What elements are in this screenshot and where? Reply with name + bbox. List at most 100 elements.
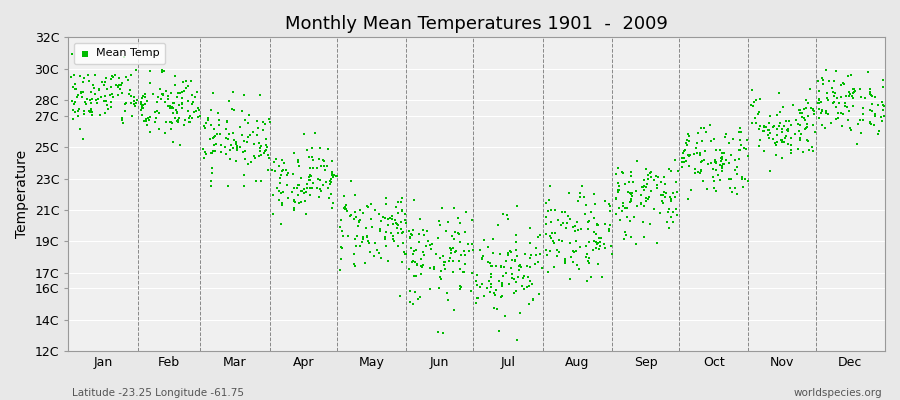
Mean Temp [532,291,546,297]
Mean Temp [757,148,771,154]
Mean Temp [630,158,644,164]
Mean Temp [721,140,735,146]
Mean Temp [863,107,878,113]
Mean Temp [73,72,87,79]
Mean Temp [626,179,640,185]
Mean Temp [662,206,676,212]
Mean Temp [104,104,119,110]
Mean Temp [75,94,89,100]
Mean Temp [436,262,451,268]
Mean Temp [620,189,634,196]
Mean Temp [114,115,129,122]
Mean Temp [266,192,280,198]
Mean Temp [690,140,705,146]
Mean Temp [104,84,118,90]
Mean Temp [448,248,463,254]
Mean Temp [103,92,117,98]
Mean Temp [154,96,168,102]
Mean Temp [871,131,886,137]
Mean Temp [254,152,268,158]
Mean Temp [149,114,164,121]
Mean Temp [434,276,448,282]
Mean Temp [259,146,274,153]
Mean Temp [100,86,114,92]
Mean Temp [446,258,460,264]
Mean Temp [495,282,509,288]
Mean Temp [403,235,418,241]
Mean Temp [837,81,851,87]
Mean Temp [454,283,468,290]
Mean Temp [762,134,777,141]
Mean Temp [306,157,320,164]
Mean Temp [143,68,157,74]
Mean Temp [272,188,286,194]
Mean Temp [721,176,735,182]
Mean Temp [482,278,496,284]
Mean Temp [395,208,410,214]
Mean Temp [814,99,828,105]
Mean Temp [80,96,94,102]
Mean Temp [519,284,534,290]
Mean Temp [609,171,624,177]
Mean Temp [348,243,363,249]
Mean Temp [320,178,334,185]
Mean Temp [728,157,742,163]
Mean Temp [626,214,641,220]
Mean Temp [505,257,519,264]
Mean Temp [775,128,789,135]
Mean Temp [688,166,702,172]
Mean Temp [220,118,234,125]
Mean Temp [734,176,749,182]
Mean Temp [156,67,170,73]
Mean Temp [831,110,845,116]
Mean Temp [820,89,834,96]
Mean Temp [302,153,316,160]
Mean Temp [191,114,205,120]
Mean Temp [335,245,349,251]
Mean Temp [508,232,523,238]
Mean Temp [798,105,813,112]
Mean Temp [156,91,170,98]
Mean Temp [402,228,417,234]
Mean Temp [397,249,411,255]
Mean Temp [827,78,842,84]
Mean Temp [158,88,173,94]
Mean Temp [552,249,566,256]
Mean Temp [795,110,809,116]
Mean Temp [483,270,498,277]
Mean Temp [663,214,678,220]
Mean Temp [226,144,240,151]
Mean Temp [286,149,301,156]
Mean Temp [344,178,358,184]
Mean Temp [117,54,131,60]
Mean Temp [74,90,88,96]
Mean Temp [453,266,467,273]
Mean Temp [518,251,532,258]
Mean Temp [441,296,455,303]
Mean Temp [304,173,319,179]
Mean Temp [767,123,781,130]
Mean Temp [414,256,428,262]
Mean Temp [544,233,558,240]
Mean Temp [738,176,752,182]
Mean Temp [415,263,429,270]
Mean Temp [135,94,149,101]
Mean Temp [611,188,625,194]
Mean Temp [394,198,409,205]
Mean Temp [177,122,192,128]
Mean Temp [623,218,637,224]
Mean Temp [96,82,111,88]
Mean Temp [414,271,428,277]
Mean Temp [395,230,410,236]
Mean Temp [167,115,182,121]
Mean Temp [791,128,806,135]
Mean Temp [811,115,825,122]
Mean Temp [709,167,724,174]
Mean Temp [842,108,857,114]
Mean Temp [294,188,309,194]
Mean Temp [403,234,418,240]
Mean Temp [709,159,724,165]
Mean Temp [139,116,153,122]
Mean Temp [489,287,503,294]
Mean Temp [176,104,190,111]
